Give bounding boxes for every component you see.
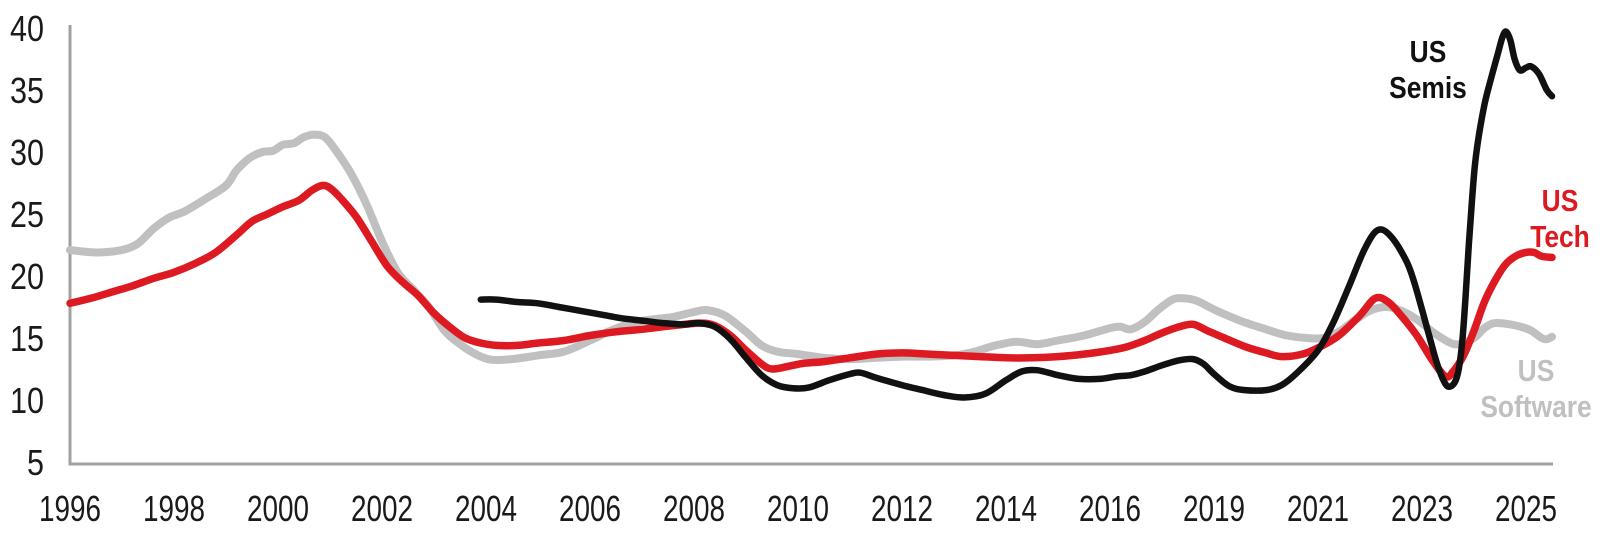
x-tick-label: 2002: [351, 488, 413, 529]
series-label-us-software-line1: US: [1517, 353, 1555, 388]
y-tick-label: 20: [10, 256, 44, 297]
series-line-us-software: [66, 130, 1556, 365]
y-tick-label: 25: [10, 194, 44, 235]
x-tick-label: 1998: [143, 488, 205, 529]
x-tick-label: 1996: [39, 488, 101, 529]
series-label-us-tech-line2: Tech: [1530, 219, 1590, 254]
x-tick-label: 2023: [1391, 488, 1453, 529]
x-tick-label: 2010: [767, 488, 829, 529]
x-tick-label: 2025: [1495, 488, 1557, 529]
series-label-us-tech-line1: US: [1541, 183, 1579, 218]
x-tick-label: 2004: [455, 488, 517, 529]
series-label-us-semis-line1: US: [1409, 34, 1447, 69]
x-tick-label: 2019: [1183, 488, 1245, 529]
y-tick-label: 15: [10, 318, 44, 359]
y-tick-label: 40: [10, 8, 44, 49]
y-tick-label: 30: [10, 132, 44, 173]
x-tick-label: 2008: [663, 488, 725, 529]
x-tick-label: 2012: [871, 488, 933, 529]
x-tick-label: 2000: [247, 488, 309, 529]
series-label-us-software-line2: Software: [1480, 389, 1592, 424]
y-tick-label: 10: [10, 380, 44, 421]
y-tick-label: 5: [27, 442, 44, 483]
x-tick-label: 2021: [1287, 488, 1349, 529]
series-label-us-tech: US Tech: [1492, 183, 1623, 255]
x-tick-label: 2006: [559, 488, 621, 529]
y-tick-label: 35: [10, 70, 44, 111]
series-line-us-semis: [477, 28, 1556, 401]
x-tick-label: 2016: [1079, 488, 1141, 529]
series-line-us-tech: [66, 181, 1556, 381]
series-label-us-software: US Software: [1460, 353, 1613, 425]
x-tick-label: 2014: [975, 488, 1037, 529]
series-label-us-semis-line2: Semis: [1389, 70, 1467, 105]
series-label-us-semis: US Semis: [1360, 34, 1496, 106]
